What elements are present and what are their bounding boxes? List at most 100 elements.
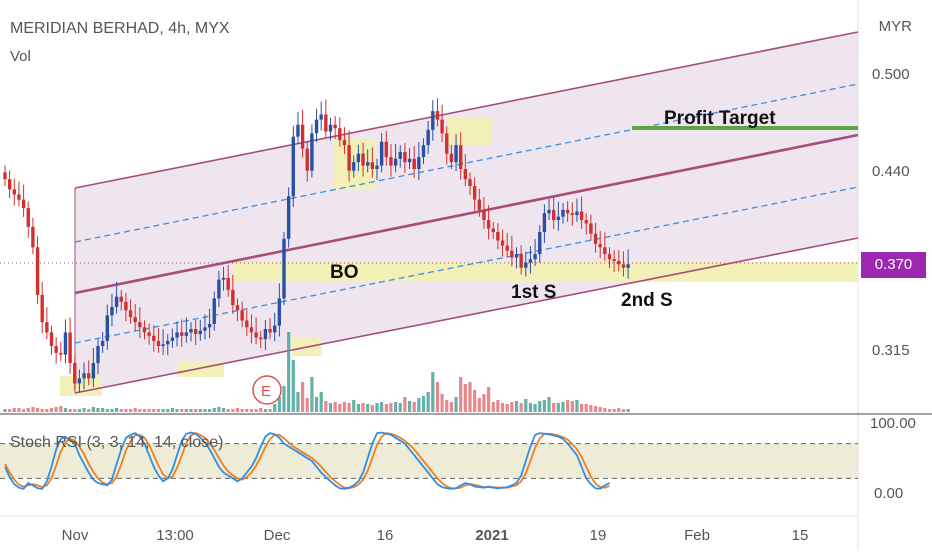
candle-body <box>156 340 161 347</box>
candle-body <box>333 124 337 129</box>
support-zone <box>60 376 102 396</box>
volume-bar <box>170 408 174 412</box>
volume-bar <box>180 409 184 412</box>
volume-bar <box>421 396 426 412</box>
candle-body <box>417 157 421 169</box>
last-price-badge: 0.370 <box>861 252 926 278</box>
stoch-tick-label: 100.00 <box>870 415 916 432</box>
volume-bar <box>175 409 179 412</box>
candle-body <box>384 141 388 158</box>
candle-body <box>259 337 263 340</box>
volume-bar <box>8 409 12 412</box>
volume-bar <box>26 408 30 412</box>
candle-body <box>403 151 407 163</box>
volume-bar <box>603 408 607 412</box>
volume-bar <box>435 382 440 412</box>
candle-body <box>393 158 398 166</box>
candle-body <box>361 153 365 166</box>
channel-quarter-lower-line <box>74 186 859 344</box>
stoch-tick-label: 0.00 <box>874 485 903 502</box>
candle-body <box>565 209 570 214</box>
volume-bar <box>3 409 7 412</box>
volume-bar <box>621 409 626 412</box>
candle-body <box>426 129 430 146</box>
candle-body <box>421 145 426 158</box>
candle-body <box>375 165 379 169</box>
volume-bar <box>598 407 602 412</box>
bo-label: BO <box>330 262 359 283</box>
volume-bar <box>49 408 54 412</box>
candle-body <box>584 220 588 224</box>
volume-bar <box>138 409 142 412</box>
candle-body <box>7 179 12 190</box>
channel-fill <box>75 32 858 393</box>
candle-body <box>96 346 100 364</box>
candle-body <box>282 238 286 299</box>
volume-bar <box>63 408 68 412</box>
candle-body <box>607 254 612 260</box>
candle-body <box>459 145 463 169</box>
volume-bar <box>152 409 156 412</box>
support-zone <box>447 117 491 145</box>
candle-body <box>579 211 584 221</box>
candle-body <box>603 247 607 255</box>
volume-bar <box>73 409 77 412</box>
candle-body <box>370 162 375 169</box>
candle-body <box>189 329 193 333</box>
candle-body <box>63 332 68 355</box>
candle-body <box>491 228 495 232</box>
volume-bar <box>54 407 58 412</box>
volume-bar <box>22 409 26 412</box>
volume-bar <box>221 408 226 412</box>
time-tick-label: Nov <box>62 527 89 544</box>
candle-body <box>207 323 212 328</box>
candle-body <box>328 124 333 132</box>
support-zone <box>234 262 858 282</box>
candle-body <box>552 209 556 221</box>
volume-bar <box>31 407 35 412</box>
volume-bar <box>198 409 202 412</box>
volume-bar <box>101 408 105 412</box>
candle-body <box>245 320 249 328</box>
candle-body <box>305 148 309 171</box>
volume-bar <box>347 403 351 412</box>
candle-body <box>379 141 384 166</box>
profit-target-label: Profit Target <box>664 108 776 129</box>
candle-body <box>324 114 328 132</box>
volume-bar <box>208 409 212 412</box>
candle-body <box>542 213 547 232</box>
candle-body <box>263 329 268 340</box>
candle-body <box>389 157 393 166</box>
candle-body <box>231 289 235 306</box>
volume-bar <box>612 409 616 412</box>
candle-body <box>500 240 505 246</box>
volume-bar <box>235 408 240 412</box>
candle-body <box>510 250 514 258</box>
time-tick-label: 2021 <box>475 527 508 544</box>
candle-body <box>528 259 533 263</box>
candle-body <box>114 296 119 307</box>
volume-bar <box>366 404 370 412</box>
candle-body <box>486 220 491 229</box>
candle-body <box>175 332 179 338</box>
candle-body <box>398 151 402 159</box>
candle-body <box>142 327 147 333</box>
volume-bar <box>156 409 161 412</box>
volume-bar <box>510 402 514 412</box>
candle-body <box>621 264 626 268</box>
volume-bar <box>184 409 188 412</box>
channel-quarter-upper-line <box>74 83 859 243</box>
volume-bar <box>505 404 509 412</box>
candle-body <box>184 332 189 336</box>
volume-bar <box>194 409 198 412</box>
volume-bar <box>524 399 528 412</box>
volume-bar <box>301 382 305 412</box>
volume-bar <box>319 392 323 412</box>
candle-body <box>203 327 207 331</box>
volume-bar <box>12 408 16 412</box>
time-tick-label: Dec <box>264 527 291 544</box>
candle-body <box>556 216 561 221</box>
candle-body <box>533 254 537 260</box>
